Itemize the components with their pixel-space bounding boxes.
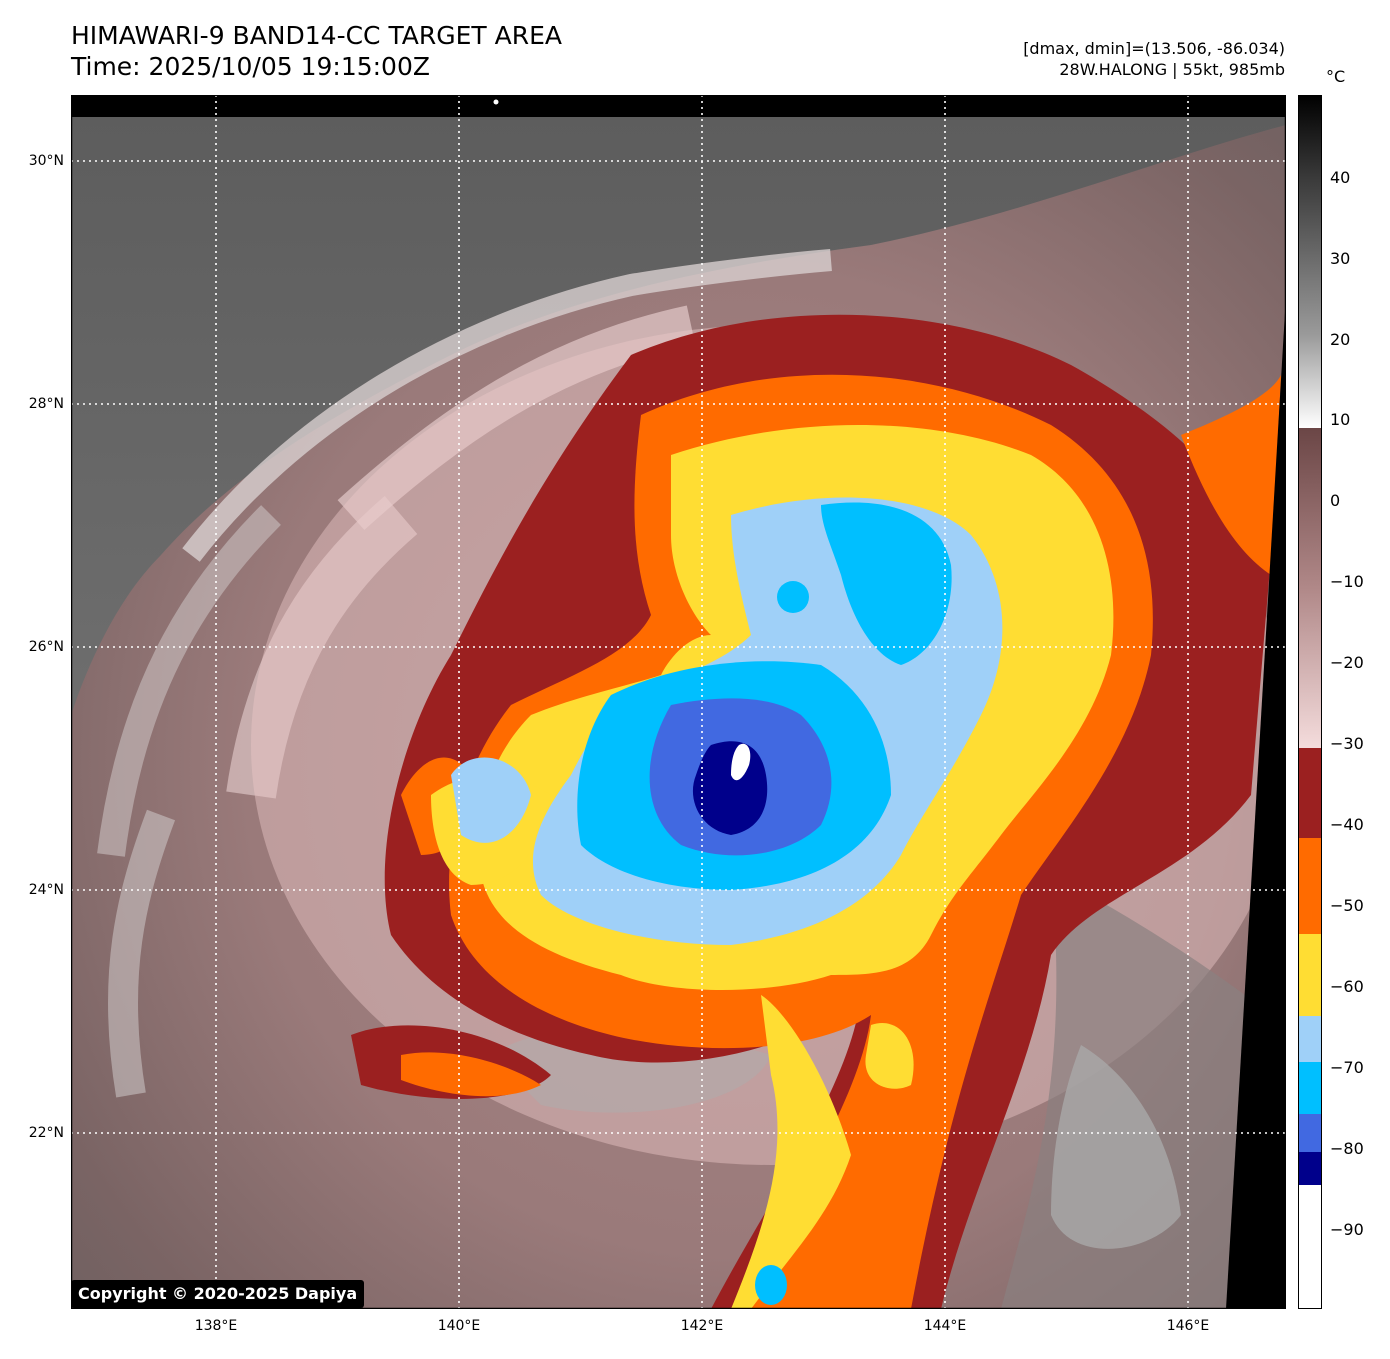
- colorbar-tick-minus20: −20: [1330, 653, 1364, 672]
- lon-label-142e: 142°E: [680, 1318, 724, 1334]
- lat-label-24n: 24°N: [28, 882, 64, 898]
- colorbar-tick-minus70: −70: [1330, 1058, 1364, 1077]
- colorbar-tick-40: 40: [1330, 168, 1351, 187]
- colorbar-tick-minus90: −90: [1330, 1220, 1364, 1239]
- lat-label-22n: 22°N: [28, 1125, 64, 1141]
- colorbar-tick-minus60: −60: [1330, 977, 1364, 996]
- colorbar-tick-minus40: −40: [1330, 815, 1364, 834]
- colorbar-tick-minus50: −50: [1330, 896, 1364, 915]
- temperature-range: [dmax, dmin]=(13.506, -86.034): [1023, 39, 1285, 58]
- satellite-image: [71, 95, 1286, 1309]
- colorbar-tick-10: 10: [1330, 410, 1351, 429]
- colorbar-tick-minus10: −10: [1330, 572, 1364, 591]
- colorbar-tick-30: 30: [1330, 249, 1351, 268]
- colorbar-tick-minus80: −80: [1330, 1139, 1364, 1158]
- colorbar-unit: °C: [1326, 67, 1346, 86]
- lat-label-30n: 30°N: [28, 153, 64, 169]
- lon-label-140e: 140°E: [437, 1318, 481, 1334]
- lon-label-138e: 138°E: [194, 1318, 238, 1334]
- lat-label-26n: 26°N: [28, 639, 64, 655]
- copyright-badge: Copyright © 2020-2025 Dapiya: [71, 1280, 365, 1308]
- image-time: Time: 2025/10/05 19:15:00Z: [71, 52, 430, 81]
- colorbar-tick-0: 0: [1330, 491, 1341, 510]
- colorbar: [1298, 95, 1322, 1309]
- colorbar-tick-20: 20: [1330, 330, 1351, 349]
- lat-label-28n: 28°N: [28, 396, 64, 412]
- lon-label-146e: 146°E: [1166, 1318, 1210, 1334]
- lon-label-144e: 144°E: [923, 1318, 967, 1334]
- colorbar-tick-minus30: −30: [1330, 734, 1364, 753]
- image-title: HIMAWARI-9 BAND14-CC TARGET AREA: [71, 21, 563, 50]
- storm-info: 28W.HALONG | 55kt, 985mb: [1059, 60, 1285, 79]
